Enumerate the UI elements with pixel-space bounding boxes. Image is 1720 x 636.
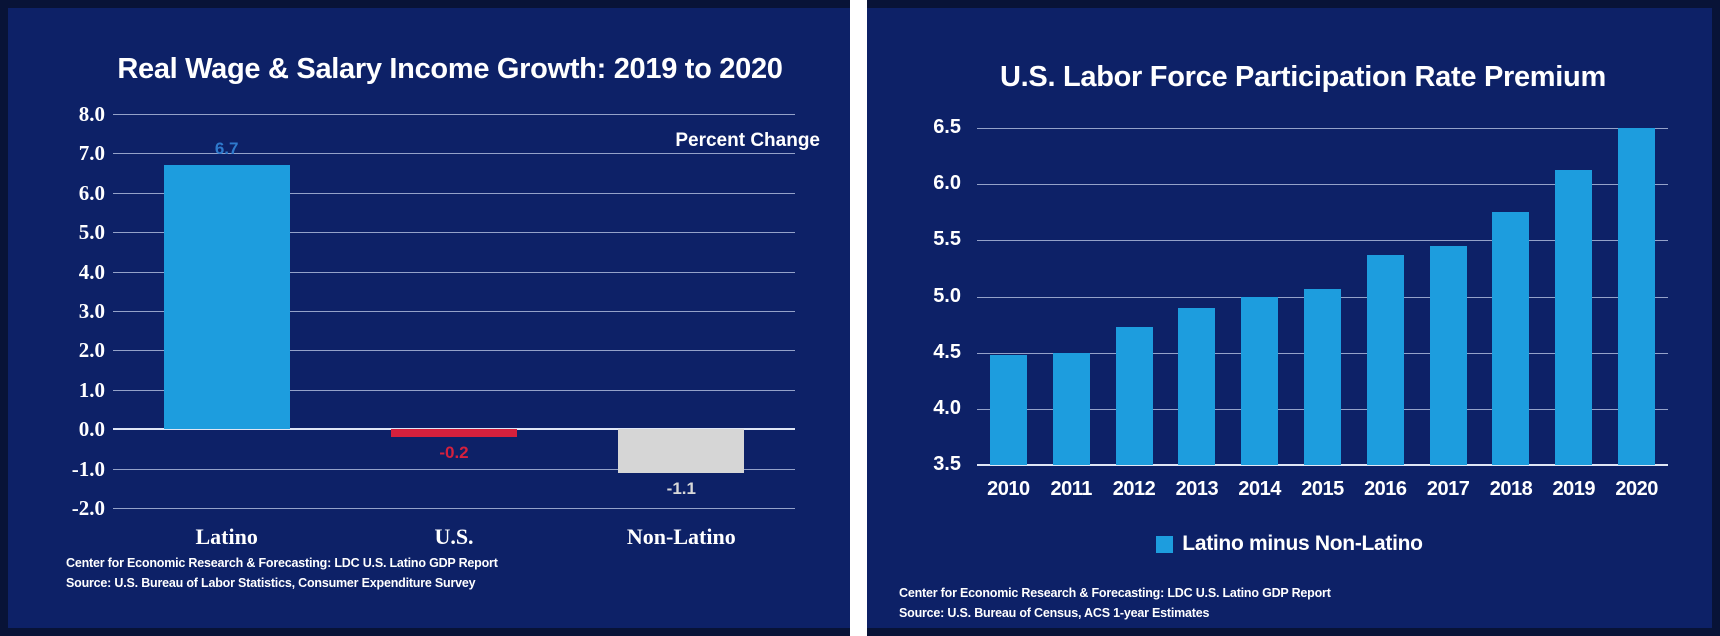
- right-chart-legend: Latino minus Non-Latino: [867, 532, 1712, 556]
- category-label-2018: 2018: [1489, 478, 1533, 500]
- left-footer-line-2: Source: U.S. Bureau of Labor Statistics,…: [66, 576, 476, 590]
- gridline-6.0: [977, 184, 1668, 186]
- y-axis-tick-label: 3.5: [933, 453, 961, 475]
- bar-2014: [1241, 296, 1279, 465]
- percent-change-axis-note: Percent Change: [675, 130, 820, 151]
- category-label-2017: 2017: [1426, 478, 1470, 500]
- bar-Latino: [163, 165, 290, 430]
- right-chart-panel: U.S. Labor Force Participation Rate Prem…: [867, 8, 1712, 628]
- category-label-2019: 2019: [1552, 478, 1596, 500]
- y-axis-tick-label: 5.5: [933, 228, 961, 251]
- category-label-Non-Latino: Non-Latino: [626, 524, 736, 549]
- category-label-2013: 2013: [1175, 478, 1219, 500]
- y-axis-tick-label: 8.0: [78, 102, 105, 126]
- bar-2010: [989, 354, 1027, 465]
- right-chart-plot-area: 6.5 6.0 5.5 5.0 4.5 4.0 3.5 2010 2011 2012 2013 201…: [933, 116, 1668, 500]
- bar-2012: [1115, 326, 1153, 465]
- y-axis-tick-label: 1.0: [78, 377, 105, 402]
- right-chart-title: U.S. Labor Force Participation Rate Prem…: [1000, 61, 1606, 93]
- y-axis-tick-label: 7.0: [78, 141, 105, 166]
- left-chart-source-note: Center for Economic Research & Forecasti…: [66, 553, 498, 593]
- bar-Non-Latino: [618, 429, 745, 473]
- bar-2013: [1178, 307, 1216, 465]
- bar-2015: [1303, 288, 1342, 465]
- gridline-4.0: [113, 271, 795, 273]
- y-axis-tick-label: 0.0: [78, 417, 105, 442]
- gridline--2.0: [113, 508, 795, 509]
- bar-2019: [1555, 169, 1593, 465]
- left-footer-line-1: Center for Economic Research & Forecasti…: [66, 556, 498, 570]
- y-axis-tick-label: 5.0: [78, 220, 105, 245]
- gridline-6.5: [977, 128, 1668, 129]
- category-label-U.S.: U.S.: [434, 524, 474, 549]
- legend-swatch-icon: [1156, 535, 1174, 553]
- gridline-1.0: [113, 389, 795, 391]
- gridline--1.0: [113, 468, 795, 470]
- left-chart-plot-area: 8.0 7.0 6.0 5.0 4.0 3.0 2.0 1.0 0.0 -1.0 -2.0 6.7 La…: [72, 102, 795, 549]
- y-axis-tick-label: 6.0: [78, 180, 105, 205]
- gridline-8.0: [113, 114, 795, 115]
- bar-2011: [1052, 352, 1090, 465]
- right-footer-line-2: Source: U.S. Bureau of Census, ACS 1-yea…: [899, 606, 1210, 620]
- gridline-6.0: [113, 192, 795, 194]
- right-chart-source-note: Center for Economic Research & Forecasti…: [899, 583, 1331, 623]
- category-label-2015: 2015: [1301, 478, 1344, 500]
- gridline-3.0: [113, 311, 795, 312]
- category-label-2010: 2010: [987, 478, 1030, 500]
- bar-2018: [1492, 212, 1530, 465]
- y-axis-tick-label: -2.0: [71, 496, 105, 520]
- y-axis-tick-label: 6.0: [933, 172, 961, 195]
- right-footer-line-1: Center for Economic Research & Forecasti…: [899, 586, 1331, 600]
- gridline-7.0: [113, 153, 795, 155]
- category-label-2011: 2011: [1050, 478, 1093, 500]
- category-label-2016: 2016: [1364, 478, 1407, 500]
- y-axis-tick-label: 4.0: [78, 259, 105, 284]
- category-label-2012: 2012: [1112, 478, 1156, 500]
- value-label-Non-Latino: -1.1: [666, 478, 696, 498]
- y-axis-tick-label: 5.0: [933, 284, 961, 307]
- bar-U.S.: [391, 429, 517, 438]
- y-axis-tick-label: 3.0: [78, 299, 105, 323]
- y-axis-tick-label: -1.0: [71, 456, 105, 481]
- category-label-2020: 2020: [1615, 478, 1658, 500]
- bar-2016: [1366, 254, 1404, 465]
- bar-2017: [1429, 245, 1467, 465]
- gridline-5.5: [977, 240, 1668, 242]
- gridline-3.5: [977, 464, 1668, 466]
- bar-2020: [1618, 128, 1656, 465]
- left-chart-panel: Real Wage & Salary Income Growth: 2019 t…: [8, 8, 850, 628]
- legend-label: Latino minus Non-Latino: [1182, 532, 1423, 555]
- value-label-U.S.: -0.2: [439, 443, 469, 463]
- y-axis-tick-label: 4.0: [933, 396, 961, 419]
- category-label-2014: 2014: [1238, 478, 1281, 500]
- category-label-Latino: Latino: [195, 524, 258, 549]
- left-chart-title: Real Wage & Salary Income Growth: 2019 t…: [117, 53, 783, 85]
- panel-divider: [850, 0, 867, 636]
- y-axis-tick-label: 4.5: [933, 340, 961, 363]
- value-label-Latino: 6.7: [214, 139, 239, 159]
- gridline-2.0: [113, 350, 795, 352]
- y-axis-tick-label: 2.0: [78, 338, 105, 363]
- gridline-5.0: [113, 232, 795, 234]
- y-axis-tick-label: 6.5: [933, 116, 961, 138]
